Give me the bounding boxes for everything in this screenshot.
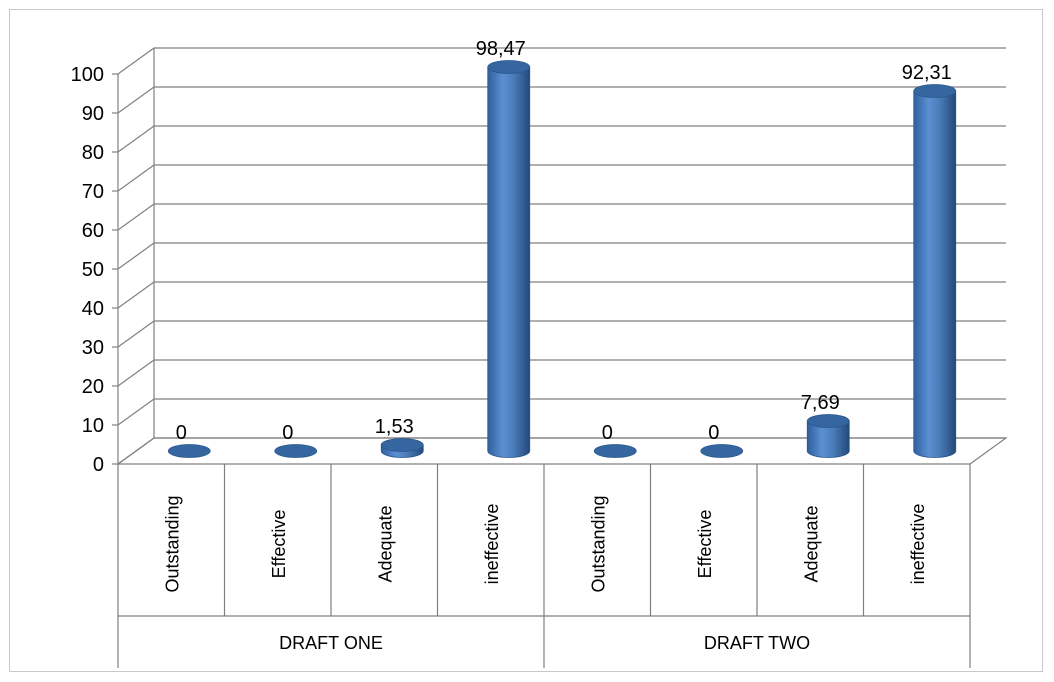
data-label: 0 (282, 422, 293, 444)
x-tick-label: ineffective (908, 504, 928, 585)
data-label: 1,53 (375, 416, 414, 438)
bar (274, 444, 318, 458)
data-label: 7,69 (801, 392, 840, 414)
bar (913, 84, 957, 458)
y-tick-label: 80 (82, 142, 104, 164)
gridline (117, 398, 1006, 426)
x-tick-label: Outstanding (162, 495, 182, 592)
gridline (117, 281, 1006, 309)
y-tick-label: 40 (82, 298, 104, 320)
bar-top (806, 414, 850, 428)
x-tick-label: Adequate (375, 505, 395, 582)
data-label: 98,47 (476, 38, 526, 60)
bar-top (593, 444, 637, 458)
y-tick-label: 100 (71, 64, 104, 86)
y-tick-label: 10 (82, 415, 104, 437)
bar-top (167, 444, 211, 458)
bar-top (700, 444, 744, 458)
bar (700, 444, 744, 458)
floor (116, 437, 1008, 465)
group-label: DRAFT ONE (279, 633, 383, 653)
gridline (117, 47, 1006, 75)
bar-body (487, 66, 531, 458)
x-tick-label: Effective (269, 510, 289, 579)
y-tick-label: 90 (82, 103, 104, 125)
y-tick-label: 20 (82, 376, 104, 398)
chart-walls (116, 48, 1008, 465)
data-label: 0 (602, 422, 613, 444)
gridline (117, 164, 1006, 192)
data-labels: 0 0 1,53 98,47 0 0 7,69 92,31 (176, 38, 952, 444)
bar (167, 444, 211, 458)
y-tick-label: 70 (82, 181, 104, 203)
y-tick-label: 60 (82, 220, 104, 242)
x-tick-label: ineffective (482, 504, 502, 585)
bars (167, 60, 957, 458)
data-label: 92,31 (902, 62, 952, 84)
bar (806, 414, 850, 458)
bar-body (913, 90, 957, 458)
bar-top (913, 84, 957, 98)
gridline (117, 86, 1006, 114)
bar-top (274, 444, 318, 458)
y-axis: 0 10 20 30 40 50 60 70 80 90 100 (71, 64, 118, 476)
y-tick-label: 0 (93, 454, 104, 476)
gridline (117, 242, 1006, 270)
x-tick-label: Outstanding (588, 495, 608, 592)
data-label: 0 (708, 422, 719, 444)
y-tick-label: 50 (82, 259, 104, 281)
x-tick-label: Effective (695, 510, 715, 579)
bar-top (487, 60, 531, 74)
gridline (117, 320, 1006, 348)
x-tick-label: Adequate (801, 505, 821, 582)
gridline (117, 203, 1006, 231)
group-label: DRAFT TWO (704, 633, 810, 653)
bar-body (806, 420, 850, 458)
gridlines (117, 47, 1006, 465)
y-tick-label: 30 (82, 337, 104, 359)
gridline (117, 125, 1006, 153)
gridline (117, 359, 1006, 387)
bar (380, 438, 424, 458)
bar (593, 444, 637, 458)
bar-top (380, 438, 424, 452)
data-label: 0 (176, 422, 187, 444)
gridline (117, 437, 1006, 465)
bar (487, 60, 531, 458)
x-axis: Outstanding Effective Adequate ineffective D… (117, 464, 971, 668)
